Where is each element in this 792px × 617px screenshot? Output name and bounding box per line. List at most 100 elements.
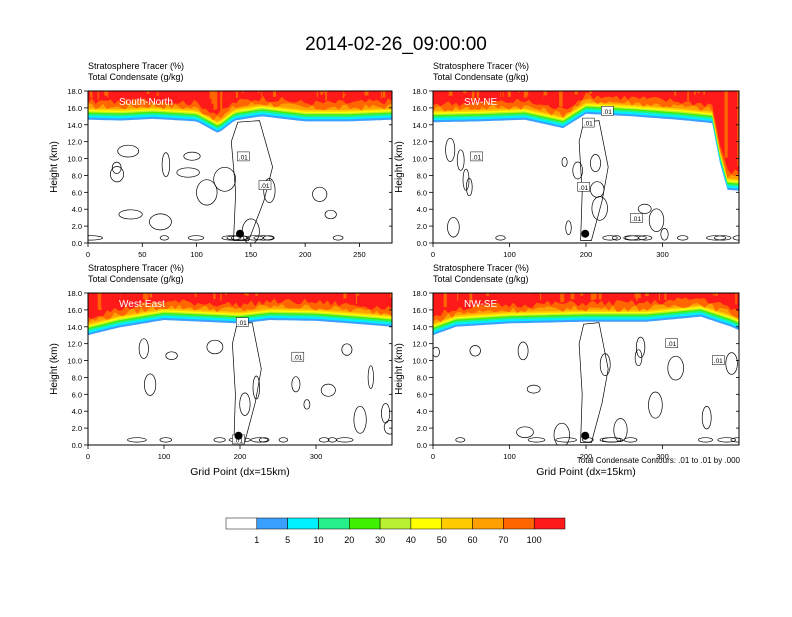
tracer-streak (462, 293, 465, 299)
x-tick-label: 0 (86, 452, 90, 461)
tracer-streak (672, 293, 673, 297)
tracer-streak (367, 293, 369, 296)
tracer-streak (718, 91, 721, 129)
y-tick-label: 16.0 (67, 306, 82, 315)
y-tick-label: 2.0 (72, 424, 82, 433)
panel-title-tracer: Stratosphere Tracer (%) (433, 61, 529, 71)
colorbar-label: 40 (406, 535, 416, 545)
panel-label: SW-NE (464, 97, 497, 108)
y-tick-label: 8.0 (417, 171, 427, 180)
tracer-streak (381, 91, 382, 98)
x-tick-label: 100 (158, 452, 171, 461)
y-axis-label: Height (km) (49, 343, 60, 395)
y-axis-label: Height (km) (49, 141, 60, 193)
tracer-streak (559, 91, 561, 106)
y-tick-label: 4.0 (417, 205, 427, 214)
contour-label-text: .01 (260, 183, 269, 190)
colorbar-swatch (411, 518, 442, 529)
colorbar-swatch (442, 518, 473, 529)
tracer-streak (560, 293, 564, 302)
tracer-streak (377, 91, 379, 95)
panels: Stratosphere Tracer (%) Total Condensate … (49, 61, 747, 478)
contour-label-text: .01 (579, 185, 588, 192)
tracer-streak (516, 293, 520, 304)
contour-label: .01 (236, 318, 248, 328)
colorbar-label: 1 (254, 535, 259, 545)
tracer-streak (603, 293, 606, 302)
tracer-streak (286, 293, 289, 297)
tracer-streak (226, 91, 230, 103)
tracer-streak (150, 293, 153, 298)
tracer-streak (343, 293, 346, 299)
y-tick-label: 8.0 (72, 171, 82, 180)
y-tick-label: 0.0 (72, 441, 82, 450)
tracer-streak (134, 91, 136, 94)
panel-south-north: Stratosphere Tracer (%)Total Condensate … (49, 61, 392, 259)
tracer-streak (593, 293, 596, 299)
y-tick-label: 18.0 (412, 87, 427, 96)
tracer-streak (687, 91, 689, 101)
tracer-streak (737, 91, 738, 166)
y-tick-label: 10.0 (412, 357, 427, 366)
x-tick-label: 150 (245, 250, 258, 259)
location-marker (236, 230, 244, 238)
tracer-streak (98, 91, 99, 99)
contour-label-text: .01 (714, 358, 723, 365)
y-tick-label: 6.0 (417, 188, 427, 197)
tracer-streak (204, 91, 208, 98)
x-tick-label: 200 (580, 250, 593, 259)
x-axis-label: Grid Point (dx=15km) (536, 466, 636, 478)
colorbar-label: 50 (437, 535, 447, 545)
y-tick-label: 6.0 (417, 390, 427, 399)
colorbar-swatch (257, 518, 288, 529)
contour-label-text: .01 (632, 216, 641, 223)
tracer-streak (449, 91, 453, 96)
y-tick-label: 12.0 (412, 340, 427, 349)
contour-label-text: .01 (239, 154, 248, 161)
x-tick-label: 0 (431, 250, 435, 259)
panel-title-condensate: Total Condensate (g/kg) (433, 274, 529, 284)
tracer-streak (196, 91, 198, 100)
tracer-streak (88, 91, 90, 97)
panel-title-condensate: Total Condensate (g/kg) (88, 274, 184, 284)
colorbar-swatch (319, 518, 350, 529)
tracer-streak (214, 91, 217, 109)
contour-label: .01 (712, 356, 724, 366)
tracer-streak (575, 91, 578, 95)
y-tick-label: 8.0 (417, 373, 427, 382)
tracer-streak (104, 91, 107, 96)
y-tick-label: 4.0 (417, 407, 427, 416)
tracer-streak (195, 293, 197, 297)
colorbar-swatch (226, 518, 257, 529)
y-tick-label: 14.0 (67, 121, 82, 130)
tracer-streak (611, 293, 615, 302)
panel-title-condensate: Total Condensate (g/kg) (88, 72, 184, 82)
y-tick-label: 10.0 (67, 155, 82, 164)
tracer-streak (730, 91, 733, 163)
tracer-streak (687, 293, 689, 297)
colorbar-label: 100 (527, 535, 542, 545)
tracer-streak (220, 293, 221, 301)
colorbar-swatch (534, 518, 565, 529)
y-tick-label: 12.0 (67, 340, 82, 349)
figure-title: 2014-02-26_09:00:00 (305, 34, 487, 55)
tracer-streak (457, 293, 458, 301)
x-tick-label: 0 (86, 250, 90, 259)
location-marker (581, 230, 589, 238)
tracer-streak (331, 293, 333, 299)
tracer-streak (571, 293, 575, 299)
y-tick-label: 10.0 (67, 357, 82, 366)
colorbar-swatch (503, 518, 534, 529)
tracer-streak (220, 91, 222, 110)
tracer-streak (501, 91, 503, 99)
x-tick-label: 0 (431, 452, 435, 461)
tracer-streak (533, 293, 537, 298)
tracer-streak (374, 293, 378, 301)
tracer-streak (659, 293, 660, 301)
contour-label: .01 (578, 182, 590, 192)
y-tick-label: 0.0 (417, 441, 427, 450)
y-tick-label: 6.0 (72, 188, 82, 197)
tracer-streak (637, 293, 641, 298)
